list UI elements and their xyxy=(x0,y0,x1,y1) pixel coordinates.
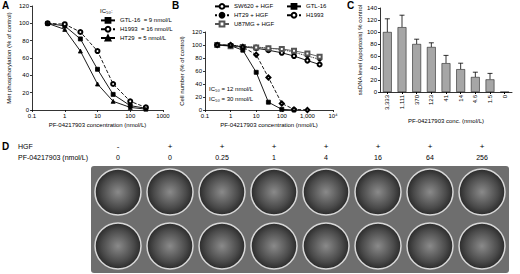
svg-text:100: 100 xyxy=(192,42,203,48)
svg-text:1: 1 xyxy=(272,154,276,161)
svg-text:60: 60 xyxy=(22,55,29,61)
svg-text:0.25: 0.25 xyxy=(215,154,229,161)
svg-text:1.5: 1.5 xyxy=(487,94,493,103)
svg-text:IC₅₀ = 30 nmol/L: IC₅₀ = 30 nmol/L xyxy=(209,96,254,102)
svg-text:HGF: HGF xyxy=(18,143,33,150)
svg-text:+: + xyxy=(324,142,329,151)
svg-text:1: 1 xyxy=(229,113,233,119)
svg-text:Cell number (% of control): Cell number (% of control) xyxy=(179,36,185,106)
svg-text:+: + xyxy=(220,142,225,151)
svg-text:A: A xyxy=(2,0,9,11)
svg-text:64: 64 xyxy=(426,154,434,161)
svg-text:370: 370 xyxy=(414,94,420,105)
svg-text:B: B xyxy=(172,0,179,11)
svg-text:4: 4 xyxy=(324,154,328,161)
svg-text:123: 123 xyxy=(428,94,434,105)
svg-text:100: 100 xyxy=(367,29,378,35)
svg-text:1: 1 xyxy=(63,113,67,119)
svg-text:20: 20 xyxy=(195,94,202,100)
svg-text:HT29 + HGF: HT29 + HGF xyxy=(234,12,269,18)
svg-text:10: 10 xyxy=(94,113,101,119)
svg-text:0: 0 xyxy=(374,89,378,95)
svg-text:140: 140 xyxy=(367,5,378,11)
svg-text:10: 10 xyxy=(253,113,260,119)
svg-text:GTL-16 = 9 nmol/L: GTL-16 = 9 nmol/L xyxy=(120,17,173,23)
svg-text:PF-04217903 concentration (nmo: PF-04217903 concentration (nmol/L) xyxy=(49,122,147,128)
svg-text:120: 120 xyxy=(192,29,203,35)
svg-text:100: 100 xyxy=(277,113,288,119)
svg-text:+: + xyxy=(272,142,277,151)
svg-text:14: 14 xyxy=(458,94,464,101)
svg-text:H1993 = 16 nmol/L: H1993 = 16 nmol/L xyxy=(120,26,173,32)
svg-text:0: 0 xyxy=(25,107,29,113)
svg-text:20: 20 xyxy=(22,90,29,96)
svg-text:1,111: 1,111 xyxy=(399,94,405,109)
svg-text:1,000: 1,000 xyxy=(300,113,316,119)
svg-text:PF-04217903 (nmol/L): PF-04217903 (nmol/L) xyxy=(18,154,88,162)
svg-text:20: 20 xyxy=(370,77,377,83)
svg-text:0: 0 xyxy=(502,94,508,98)
svg-text:1000: 1000 xyxy=(156,113,170,119)
svg-text:PF-04217903 concentration (nmo: PF-04217903 concentration (nmol/L) xyxy=(220,122,318,128)
svg-text:PF-04217903 conc. (nmol/L): PF-04217903 conc. (nmol/L) xyxy=(408,118,484,124)
svg-text:+: + xyxy=(480,142,485,151)
svg-text:IC₅₀:: IC₅₀: xyxy=(100,8,113,14)
svg-text:80: 80 xyxy=(22,38,29,44)
svg-text:60: 60 xyxy=(370,53,377,59)
svg-text:+: + xyxy=(376,142,381,151)
svg-text:80: 80 xyxy=(370,41,377,47)
svg-text:4.6: 4.6 xyxy=(472,94,478,103)
svg-text:0.1: 0.1 xyxy=(201,113,210,119)
svg-text:0.1: 0.1 xyxy=(28,113,37,119)
svg-text:-: - xyxy=(117,142,120,151)
svg-text:D: D xyxy=(2,141,9,152)
svg-text:60: 60 xyxy=(195,68,202,74)
svg-text:+: + xyxy=(428,142,433,151)
svg-text:H1993: H1993 xyxy=(306,12,324,18)
svg-text:40: 40 xyxy=(195,81,202,87)
svg-text:40: 40 xyxy=(22,72,29,78)
svg-text:IC₅₀ = 12 nmol/L: IC₅₀ = 12 nmol/L xyxy=(209,86,254,92)
svg-text:3,333: 3,333 xyxy=(384,94,390,110)
svg-text:0: 0 xyxy=(198,107,202,113)
svg-text:256: 256 xyxy=(476,154,488,161)
svg-text:0: 0 xyxy=(168,154,172,161)
svg-text:C: C xyxy=(347,0,354,11)
svg-text:80: 80 xyxy=(195,55,202,61)
svg-text:GTL-16: GTL-16 xyxy=(306,3,327,9)
svg-text:40: 40 xyxy=(370,65,377,71)
svg-text:120: 120 xyxy=(19,3,30,9)
svg-text:16: 16 xyxy=(374,154,382,161)
svg-text:100: 100 xyxy=(125,113,136,119)
svg-text:U87MG + HGF: U87MG + HGF xyxy=(234,21,275,27)
svg-text:0: 0 xyxy=(116,154,120,161)
svg-text:10⁴: 10⁴ xyxy=(328,113,338,119)
svg-text:ssDNA level (apoptosis) % cont: ssDNA level (apoptosis) % control xyxy=(357,5,363,95)
svg-text:SW620 + HGF: SW620 + HGF xyxy=(234,3,274,9)
svg-text:HT29 = 5 nmol/L: HT29 = 5 nmol/L xyxy=(120,35,167,41)
svg-text:+: + xyxy=(168,142,173,151)
svg-text:41: 41 xyxy=(443,94,449,101)
svg-text:Met phosphorylation (% of cont: Met phosphorylation (% of control) xyxy=(6,12,12,103)
svg-text:120: 120 xyxy=(367,17,378,23)
svg-text:100: 100 xyxy=(19,20,30,26)
